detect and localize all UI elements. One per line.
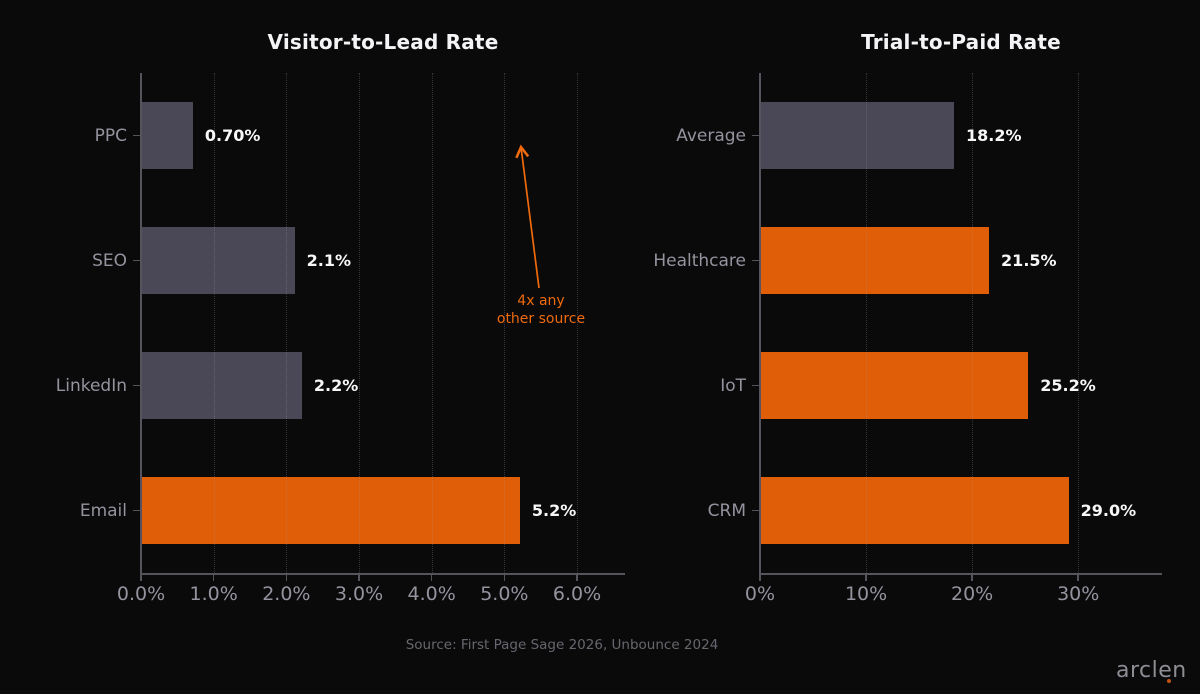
category-label: LinkedIn (55, 375, 127, 396)
bar-ppc (142, 102, 193, 169)
x-tick (865, 574, 867, 581)
x-tick (971, 574, 973, 581)
y-tick (133, 509, 140, 512)
x-tick-label: 30% (1057, 583, 1100, 605)
x-tick (140, 574, 142, 581)
category-label: PPC (94, 125, 127, 146)
category-label: IoT (720, 375, 746, 396)
gridline (504, 73, 506, 573)
x-tick (212, 574, 215, 581)
value-label: 29.0% (1080, 500, 1137, 520)
y-tick (133, 384, 140, 387)
x-tick-label: 0% (744, 583, 776, 605)
y-tick (752, 259, 759, 262)
x-tick (430, 574, 433, 581)
gridline (972, 73, 974, 573)
gridline (213, 73, 215, 573)
value-label: 2.2% (313, 375, 359, 395)
gridline (431, 73, 433, 573)
value-label: 0.70% (204, 125, 261, 145)
category-label: CRM (707, 500, 746, 521)
gridline (866, 73, 868, 573)
x-tick (503, 574, 506, 581)
plot-area-left: 0.0% 1.0% 2.0% 3.0% 4.0% 5.0% 6.0% PPC 0.70% SEO 2… (56, 73, 625, 605)
y-tick (752, 384, 759, 387)
bar-linkedin (142, 352, 302, 419)
x-tick-label: 10% (844, 583, 888, 605)
y-tick (133, 134, 140, 137)
x-axis-spine (140, 573, 625, 575)
x-tick (1077, 574, 1079, 581)
brand-logo: arclen (1116, 658, 1187, 684)
bar-iot (761, 352, 1029, 419)
brand-logo-text: arclen (1116, 658, 1187, 683)
y-tick (752, 134, 759, 137)
annotation-text: 4x any other source (497, 292, 585, 328)
bar-seo (142, 227, 295, 294)
category-label: Healthcare (653, 250, 746, 271)
value-label: 5.2% (531, 500, 577, 520)
chart-title-left: Visitor-to-Lead Rate (267, 30, 499, 54)
bar-email (142, 477, 520, 544)
category-label: Average (676, 125, 746, 146)
brand-logo-dot-icon (1167, 679, 1171, 683)
y-tick (133, 259, 140, 262)
value-label: 21.5% (1001, 250, 1057, 270)
bar-crm (761, 477, 1069, 544)
gridline (359, 73, 361, 573)
category-label: Email (79, 500, 127, 521)
bar-healthcare (761, 227, 990, 294)
x-tick-label: 20% (951, 583, 994, 605)
gridline (1078, 73, 1080, 573)
gridline (286, 73, 288, 573)
x-tick-label: 5.0% (480, 583, 529, 605)
annotation-line-2: other source (496, 311, 586, 328)
x-tick-label: 4.0% (407, 583, 456, 605)
value-label: 2.1% (306, 250, 351, 270)
x-tick (759, 574, 761, 581)
x-tick-label: 6.0% (552, 583, 602, 605)
x-tick-label: 1.0% (189, 583, 238, 605)
x-tick-label: 2.0% (262, 583, 311, 605)
annotation-line-1: 4x any (517, 293, 565, 309)
gridline (577, 73, 579, 573)
value-label: 18.2% (966, 125, 1022, 145)
y-axis-spine (759, 73, 761, 573)
bar-average (761, 102, 955, 169)
chart-title-right: Trial-to-Paid Rate (861, 30, 1061, 54)
source-caption: Source: First Page Sage 2026, Unbounce 2… (405, 637, 719, 653)
category-label: SEO (92, 250, 127, 271)
plot-area-right: 0% 10% 20% 30% Average 18.2% Healthcare 21.5% Io… (653, 73, 1162, 605)
x-tick-label: 0.0% (116, 583, 166, 605)
y-axis-spine (140, 73, 142, 573)
x-axis-spine (759, 573, 1162, 575)
value-label: 25.2% (1040, 375, 1096, 395)
x-tick (285, 574, 288, 581)
x-tick (358, 574, 360, 581)
x-tick (576, 574, 578, 581)
x-tick-label: 3.0% (334, 583, 384, 605)
y-tick (752, 509, 759, 512)
